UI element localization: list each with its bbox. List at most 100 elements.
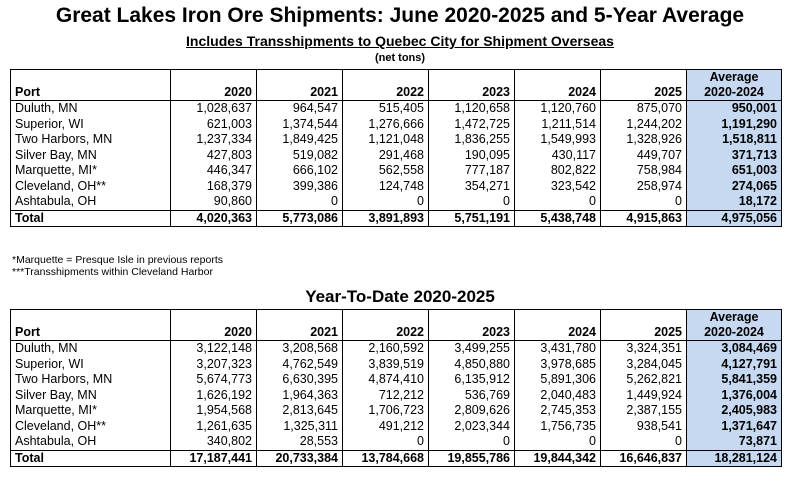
value-cell: 938,541 — [600, 418, 687, 434]
value-cell: 354,271 — [428, 178, 515, 194]
value-cell: 4,874,410 — [342, 372, 429, 388]
column-header-year: 2025 — [600, 69, 687, 101]
average-cell: 4,975,056 — [686, 209, 782, 227]
value-cell: 90,860 — [170, 194, 257, 210]
value-cell: 4,850,880 — [428, 356, 515, 372]
value-cell: 446,347 — [170, 163, 257, 179]
header-row: Port 2020 2021 2022 2023 2024 2025 Average 2020-… — [10, 69, 782, 101]
value-cell: 4,915,863 — [600, 209, 687, 227]
port-cell: Silver Bay, MN — [10, 387, 171, 403]
average-cell: 1,371,647 — [686, 418, 782, 434]
total-row: Total 17,187,441 20,733,384 13,784,668 19,85… — [10, 449, 782, 467]
column-header-year: 2024 — [514, 69, 601, 101]
value-cell: 3,122,148 — [170, 340, 257, 357]
port-cell: Total — [10, 209, 171, 227]
value-cell: 340,802 — [170, 434, 257, 450]
value-cell: 1,836,255 — [428, 132, 515, 148]
value-cell: 3,324,351 — [600, 340, 687, 357]
average-cell: 5,841,359 — [686, 372, 782, 388]
value-cell: 0 — [342, 194, 429, 210]
value-cell: 758,984 — [600, 163, 687, 179]
value-cell: 20,733,384 — [256, 449, 343, 467]
value-cell: 1,120,760 — [514, 100, 601, 117]
column-header-year: 2024 — [514, 309, 601, 341]
port-cell: Duluth, MN — [10, 340, 171, 357]
column-header-port: Port — [10, 69, 171, 101]
port-cell: Superior, WI — [10, 356, 171, 372]
value-cell: 3,978,685 — [514, 356, 601, 372]
average-header-line1: Average — [709, 310, 759, 324]
column-header-year: 2022 — [342, 69, 429, 101]
average-header-line1: Average — [709, 70, 759, 84]
port-cell: Cleveland, OH** — [10, 418, 171, 434]
value-cell: 3,891,893 — [342, 209, 429, 227]
value-cell: 4,762,549 — [256, 356, 343, 372]
port-cell: Two Harbors, MN — [10, 372, 171, 388]
value-cell: 399,386 — [256, 178, 343, 194]
port-cell: Ashtabula, OH — [10, 194, 171, 210]
average-cell: 2,405,983 — [686, 403, 782, 419]
value-cell: 0 — [428, 194, 515, 210]
average-cell: 950,001 — [686, 100, 782, 117]
value-cell: 621,003 — [170, 116, 257, 132]
value-cell: 536,769 — [428, 387, 515, 403]
average-cell: 1,376,004 — [686, 387, 782, 403]
value-cell: 430,117 — [514, 147, 601, 163]
value-cell: 0 — [342, 434, 429, 450]
value-cell: 323,542 — [514, 178, 601, 194]
value-cell: 5,262,821 — [600, 372, 687, 388]
value-cell: 2,160,592 — [342, 340, 429, 357]
port-cell: Silver Bay, MN — [10, 147, 171, 163]
value-cell: 1,964,363 — [256, 387, 343, 403]
value-cell: 1,261,635 — [170, 418, 257, 434]
value-cell: 4,020,363 — [170, 209, 257, 227]
table-row: Superior, WI 3,207,323 4,762,549 3,839,519 4… — [10, 356, 782, 372]
table-row: Ashtabula, OH 340,802 28,553 0 0 0 0 73,871 — [10, 434, 782, 450]
average-header-line2: 2020-2024 — [704, 85, 764, 99]
column-header-average: Average 2020-2024 — [686, 309, 782, 341]
value-cell: 291,468 — [342, 147, 429, 163]
average-cell: 371,713 — [686, 147, 782, 163]
value-cell: 168,379 — [170, 178, 257, 194]
value-cell: 519,082 — [256, 147, 343, 163]
value-cell: 1,237,334 — [170, 132, 257, 148]
total-row: Total 4,020,363 5,773,086 3,891,893 5,751,19… — [10, 209, 782, 227]
column-header-port: Port — [10, 309, 171, 341]
port-cell: Duluth, MN — [10, 100, 171, 117]
table-row: Silver Bay, MN 1,626,192 1,964,363 712,212 5… — [10, 387, 782, 403]
column-header-year: 2023 — [428, 69, 515, 101]
value-cell: 19,855,786 — [428, 449, 515, 467]
table-row: Ashtabula, OH 90,860 0 0 0 0 0 18,172 — [10, 194, 782, 210]
page-title: Great Lakes Iron Ore Shipments: June 202… — [55, 4, 745, 27]
value-cell: 28,553 — [256, 434, 343, 450]
column-header-year: 2021 — [256, 309, 343, 341]
average-cell: 274,065 — [686, 178, 782, 194]
column-header-year: 2022 — [342, 309, 429, 341]
port-cell: Cleveland, OH** — [10, 178, 171, 194]
average-cell: 1,518,811 — [686, 132, 782, 148]
table-row: Duluth, MN 3,122,148 3,208,568 2,160,592 3,4… — [10, 340, 782, 357]
value-cell: 777,187 — [428, 163, 515, 179]
header-row: Port 2020 2021 2022 2023 2024 2025 Average 2020-… — [10, 309, 782, 341]
average-cell: 1,191,290 — [686, 116, 782, 132]
column-header-year: 2020 — [170, 309, 257, 341]
value-cell: 6,630,395 — [256, 372, 343, 388]
value-cell: 1,028,637 — [170, 100, 257, 117]
value-cell: 6,135,912 — [428, 372, 515, 388]
table-row: Cleveland, OH** 1,261,635 1,325,311 491,212… — [10, 418, 782, 434]
port-cell: Marquette, MI* — [10, 403, 171, 419]
page-subtitle: Includes Transshipments to Quebec City f… — [186, 33, 614, 49]
value-cell: 515,405 — [342, 100, 429, 117]
value-cell: 1,756,735 — [514, 418, 601, 434]
column-header-year: 2025 — [600, 309, 687, 341]
column-header-year: 2023 — [428, 309, 515, 341]
value-cell: 16,646,837 — [600, 449, 687, 467]
value-cell: 1,706,723 — [342, 403, 429, 419]
column-header-year: 2020 — [170, 69, 257, 101]
value-cell: 1,954,568 — [170, 403, 257, 419]
value-cell: 1,121,048 — [342, 132, 429, 148]
value-cell: 2,387,155 — [600, 403, 687, 419]
value-cell: 1,325,311 — [256, 418, 343, 434]
column-header-year: 2021 — [256, 69, 343, 101]
average-cell: 73,871 — [686, 434, 782, 450]
